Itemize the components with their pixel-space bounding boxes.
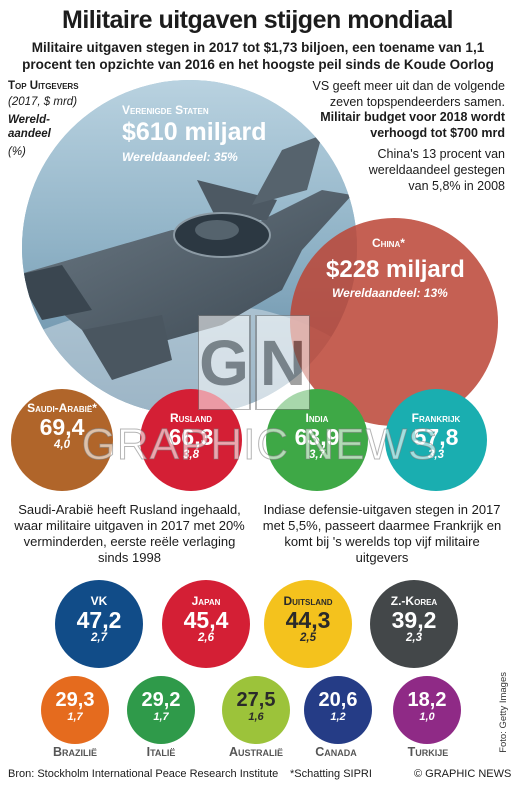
country-value: 66,3 xyxy=(168,424,214,450)
country-share: 1,2 xyxy=(330,711,346,723)
country-name: Japan xyxy=(191,594,221,608)
logo-letter-g: G xyxy=(199,327,249,399)
country-share: 3,8 xyxy=(183,449,199,461)
usa-budget-note: Militair budget voor 2018 wordt verhoogd… xyxy=(320,110,505,140)
country-name-brazil: Brazilië xyxy=(52,745,98,759)
country-circle-uk: VK 47,2 2,7 xyxy=(55,580,143,668)
usa-name: Verenigde Staten xyxy=(122,103,209,117)
page-title: Militaire uitgaven stijgen mondiaal xyxy=(62,6,453,34)
country-value: 47,2 xyxy=(76,607,122,633)
footer-source: Bron: Stockholm International Peace Rese… xyxy=(8,768,279,780)
country-share: 2,6 xyxy=(198,632,214,644)
country-name: Z.-Korea xyxy=(390,594,438,608)
country-value: 45,4 xyxy=(183,607,229,633)
country-circle-saudi-arabia: Saudi-Arabië* 69,4 4,0 xyxy=(11,389,113,491)
footer-credit: © GRAPHIC NEWS xyxy=(414,768,512,780)
country-share: 1,7 xyxy=(67,711,83,723)
india-note: Indiase defensie-uitgaven stegen in 2017… xyxy=(262,502,502,565)
country-name: Duitsland xyxy=(283,594,333,608)
country-circle-germany: Duitsland 44,3 2,5 xyxy=(264,580,352,668)
country-name: Rusland xyxy=(170,411,212,425)
legend-title: Top Uitgevers xyxy=(8,80,79,92)
watermark-text: GRAPHIC NEWS xyxy=(81,420,439,470)
country-value: 29,2 xyxy=(141,689,181,711)
country-name: India xyxy=(305,411,329,425)
photo-credit: Foto: Getty Images xyxy=(498,672,509,753)
country-value: 39,2 xyxy=(391,607,437,633)
country-circle-italy: 29,2 1,7 xyxy=(127,676,195,744)
fighter-jet-image xyxy=(22,80,357,415)
country-value: 20,6 xyxy=(318,689,358,711)
legend-share-label: Wereld-aandeel xyxy=(8,114,51,140)
country-circle-france: Frankrijk 57,8 3,3 xyxy=(385,389,487,491)
country-value: 27,5 xyxy=(236,689,276,711)
china-share: Wereldaandeel: 13% xyxy=(332,286,448,300)
country-circle-brazil: 29,3 1,7 xyxy=(41,676,109,744)
country-circle-canada: 20,6 1,2 xyxy=(304,676,372,744)
country-name-canada: Canada xyxy=(315,745,357,759)
country-value: 69,4 xyxy=(39,414,85,440)
country-share: 2,7 xyxy=(91,632,107,644)
usa-share: Wereldaandeel: 35% xyxy=(122,150,238,164)
country-name-turkey: Turkije xyxy=(407,745,449,759)
usa-circle xyxy=(22,80,357,415)
country-name: VK xyxy=(90,594,108,608)
country-name: Saudi-Arabië* xyxy=(27,401,97,415)
country-share: 3,7 xyxy=(309,449,325,461)
china-note: China's 13 procent van wereldaandeel ges… xyxy=(368,147,505,193)
country-value: 57,8 xyxy=(413,424,459,450)
usa-note: VS geeft meer uit dan de volgende zeven … xyxy=(312,79,506,109)
country-name-italy: Italië xyxy=(146,745,176,759)
country-share: 2,3 xyxy=(406,632,422,644)
country-name: Frankrijk xyxy=(411,411,461,425)
country-value: 29,3 xyxy=(55,689,95,711)
country-share: 3,3 xyxy=(428,449,444,461)
country-value: 18,2 xyxy=(407,689,447,711)
country-circle-japan: Japan 45,4 2,6 xyxy=(162,580,250,668)
country-circle-turkey: 18,2 1,0 xyxy=(393,676,461,744)
country-share: 1,0 xyxy=(419,711,435,723)
country-circle-australia: 27,5 1,6 xyxy=(222,676,290,744)
country-value: 63,9 xyxy=(294,424,340,450)
china-value: $228 miljard xyxy=(326,256,465,283)
country-share: 1,7 xyxy=(153,711,169,723)
usa-value: $610 miljard xyxy=(122,118,267,146)
country-name-australia: Australië xyxy=(228,745,284,759)
graphic-news-logo: G N xyxy=(198,315,310,410)
legend-unit: (2017, $ mrd) xyxy=(8,96,78,108)
country-share: 2,5 xyxy=(300,632,316,644)
saudi-note: Saudi-Arabië heeft Rusland ingehaald, wa… xyxy=(14,502,245,565)
page-subtitle: Militaire uitgaven stegen in 2017 tot $1… xyxy=(22,40,494,72)
country-share: 1,6 xyxy=(248,711,264,723)
country-share: 4,0 xyxy=(54,439,70,451)
logo-letter-n: N xyxy=(260,327,306,399)
footer-estimate-note: *Schatting SIPRI xyxy=(290,768,372,780)
country-value: 44,3 xyxy=(285,607,331,633)
country-circle-south-korea: Z.-Korea 39,2 2,3 xyxy=(370,580,458,668)
china-name: China* xyxy=(372,236,405,250)
legend-share-unit: (%) xyxy=(8,146,26,158)
